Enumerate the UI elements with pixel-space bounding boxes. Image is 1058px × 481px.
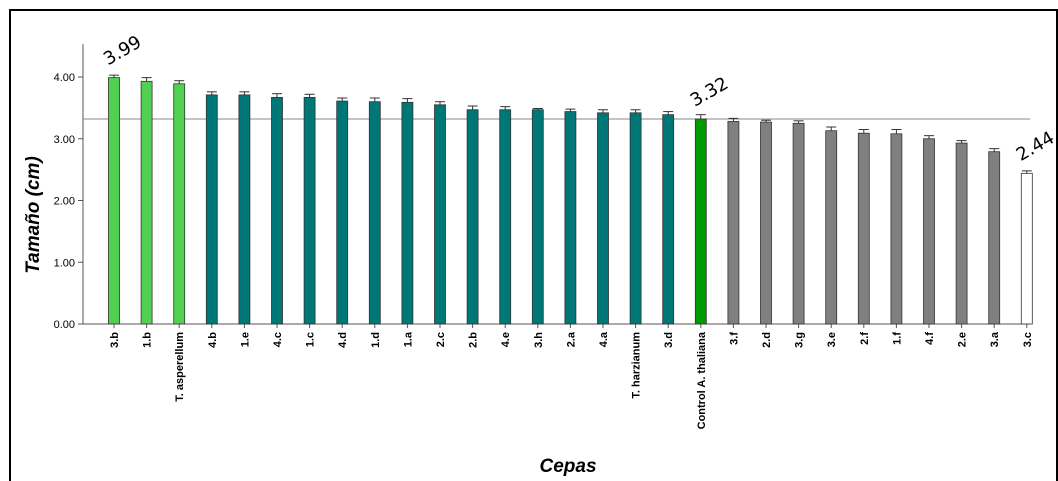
category-label: 1.f: [891, 332, 903, 345]
category-label: 4.d: [337, 332, 349, 348]
bar: [434, 104, 446, 325]
bar: [108, 77, 120, 325]
category-label: 4.f: [924, 332, 936, 345]
bar: [727, 121, 740, 325]
y-axis-label: Tamaño (cm): [23, 156, 44, 274]
bar: [629, 112, 642, 325]
category-label: 4.a: [598, 331, 610, 347]
category-label: 4.b: [207, 332, 219, 348]
category-label: 3.c: [1022, 332, 1034, 347]
bar: [857, 132, 870, 325]
category-label: 3.d: [663, 332, 675, 348]
category-label: T. harzianum: [631, 332, 643, 399]
category-label: T. asperellum: [174, 332, 186, 402]
bar: [401, 101, 414, 325]
value-annotation: 2.44: [1013, 127, 1058, 165]
category-label: 3.e: [826, 332, 838, 347]
category-label: 1.e: [239, 332, 251, 347]
category-label: Control A. thaliana: [696, 331, 708, 429]
bar: [760, 121, 772, 325]
bar: [662, 114, 675, 325]
bar: [140, 80, 153, 325]
bar: [694, 118, 707, 325]
bar: [466, 109, 479, 325]
bars: [108, 77, 1033, 325]
category-label: 2.c: [435, 332, 447, 347]
category-label: 3.b: [109, 332, 121, 348]
category-label: 4.e: [500, 332, 512, 347]
y-tick-label: 0.00: [54, 319, 75, 331]
error-bars: [109, 74, 1032, 174]
bar: [890, 133, 903, 325]
category-label: 3.h: [533, 332, 545, 348]
category-label: 2.b: [468, 332, 480, 348]
category-label: 2.f: [859, 332, 871, 345]
category-label: 2.e: [957, 332, 969, 347]
bar: [173, 83, 186, 325]
bar: [303, 96, 316, 325]
bar: [955, 142, 968, 325]
value-annotation: 3.99: [100, 32, 145, 70]
category-label: 2.a: [565, 331, 577, 347]
bar: [825, 130, 838, 325]
category-label: 1.c: [305, 332, 317, 347]
category-label: 2.d: [761, 332, 773, 348]
chart-frame-right-edge: [1056, 9, 1058, 481]
bar: [597, 112, 609, 325]
bar: [1020, 172, 1033, 325]
bar: [531, 109, 544, 325]
bar: [564, 111, 577, 325]
bar: [336, 100, 349, 325]
y-tick-label: 4.00: [54, 72, 75, 84]
bar: [205, 94, 218, 325]
bar: [988, 151, 1001, 325]
category-label: 1.d: [370, 332, 382, 348]
category-label: 3.g: [794, 332, 806, 348]
bar: [499, 109, 512, 325]
y-tick-label: 3.00: [54, 134, 75, 146]
bar: [368, 101, 381, 325]
y-tick-label: 2.00: [54, 196, 75, 208]
category-label: 1.b: [142, 332, 154, 348]
chart-frame: [9, 9, 1057, 481]
category-label: 1.a: [402, 331, 414, 347]
category-label: 3.f: [728, 332, 740, 345]
category-labels: 3.b 1.b T. asperellum 4.b 1.e 4.c 1.c 4.d 1.d 1.a…: [109, 331, 1034, 429]
bar: [271, 96, 283, 325]
category-label: 3.a: [989, 331, 1001, 347]
x-axis-label: Cepas: [539, 456, 596, 477]
y-tick-label: 1.00: [54, 257, 75, 269]
value-annotation: 3.32: [687, 73, 732, 111]
bar: [238, 94, 251, 325]
bar: [792, 122, 805, 325]
category-label: 4.c: [272, 332, 284, 347]
bar: [923, 138, 935, 325]
